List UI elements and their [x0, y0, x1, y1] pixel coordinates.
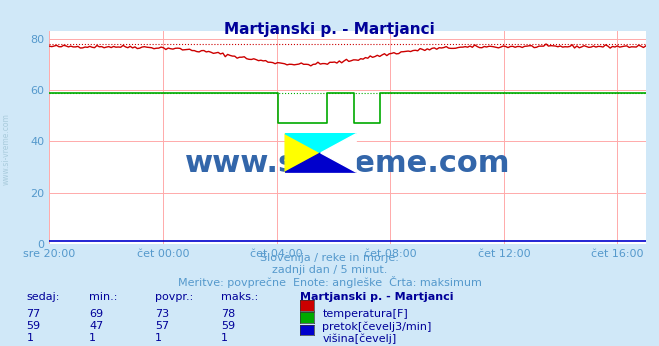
Text: temperatura[F]: temperatura[F]	[322, 309, 408, 319]
Text: povpr.:: povpr.:	[155, 292, 193, 302]
Text: zadnji dan / 5 minut.: zadnji dan / 5 minut.	[272, 265, 387, 275]
Text: 77: 77	[26, 309, 41, 319]
Text: 57: 57	[155, 321, 169, 331]
Text: Slovenija / reke in morje.: Slovenija / reke in morje.	[260, 253, 399, 263]
Text: pretok[čevelj3/min]: pretok[čevelj3/min]	[322, 321, 432, 331]
Text: 59: 59	[221, 321, 235, 331]
Text: 1: 1	[221, 333, 228, 343]
Text: 1: 1	[89, 333, 96, 343]
Text: Meritve: povprečne  Enote: angleške  Črta: maksimum: Meritve: povprečne Enote: angleške Črta:…	[177, 276, 482, 288]
Text: 69: 69	[89, 309, 103, 319]
Text: maks.:: maks.:	[221, 292, 258, 302]
Text: min.:: min.:	[89, 292, 117, 302]
Text: Martjanski p. - Martjanci: Martjanski p. - Martjanci	[300, 292, 453, 302]
Polygon shape	[285, 153, 356, 172]
Text: 59: 59	[26, 321, 40, 331]
Text: sedaj:: sedaj:	[26, 292, 60, 302]
Text: 1: 1	[155, 333, 162, 343]
Text: Martjanski p. - Martjanci: Martjanski p. - Martjanci	[224, 22, 435, 37]
Text: višina[čevelj]: višina[čevelj]	[322, 333, 397, 344]
Polygon shape	[321, 134, 356, 172]
Text: 1: 1	[26, 333, 34, 343]
Text: 73: 73	[155, 309, 169, 319]
Polygon shape	[285, 134, 321, 172]
Text: www.si-vreme.com: www.si-vreme.com	[185, 148, 510, 177]
Text: www.si-vreme.com: www.si-vreme.com	[2, 113, 11, 185]
Text: 47: 47	[89, 321, 103, 331]
Text: 78: 78	[221, 309, 235, 319]
Polygon shape	[285, 134, 356, 153]
